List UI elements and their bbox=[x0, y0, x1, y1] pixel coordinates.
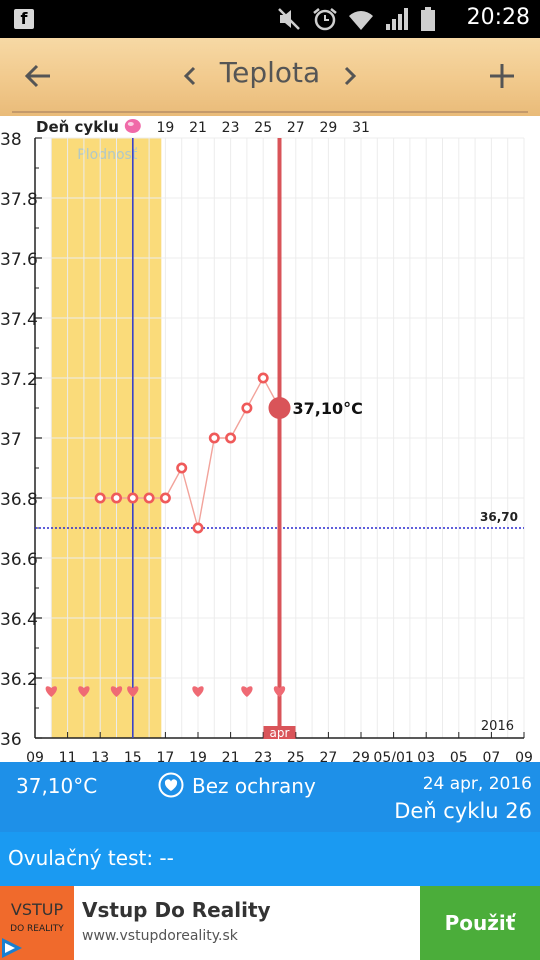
period-icon-highlight bbox=[127, 122, 134, 126]
x-tick-label: 13 bbox=[91, 750, 109, 762]
x-tick-label: 09 bbox=[26, 750, 44, 762]
x-tick-label: 07 bbox=[482, 750, 500, 762]
x-tick-label: 29 bbox=[352, 750, 370, 762]
selected-temperature-point bbox=[268, 397, 291, 419]
next-chevron-icon[interactable] bbox=[340, 60, 360, 92]
back-arrow-icon[interactable] bbox=[22, 60, 54, 92]
x-tick-label: 09 bbox=[515, 750, 533, 762]
x-tick-label: 11 bbox=[59, 750, 77, 762]
status-bar: f 20:28 bbox=[0, 0, 540, 38]
use-button[interactable]: Použiť bbox=[420, 886, 540, 960]
y-tick-label: 36.4 bbox=[0, 610, 38, 630]
x-tick-label: 05/01 bbox=[373, 750, 413, 762]
add-icon[interactable] bbox=[486, 60, 518, 92]
temperature-point bbox=[208, 432, 220, 444]
alarm-icon bbox=[313, 8, 337, 31]
y-tick-label: 37.4 bbox=[0, 310, 38, 330]
top-axis-label: 25 bbox=[254, 120, 272, 136]
temperature-point bbox=[176, 462, 188, 474]
x-tick-label: 23 bbox=[254, 750, 272, 762]
page-title: Teplota bbox=[219, 56, 321, 89]
ad-title[interactable]: Vstup Do Reality bbox=[82, 898, 271, 922]
battery-icon bbox=[421, 7, 435, 31]
temperature-chart[interactable]: Plodnosť 38 37.8 37.6 37.4 37.2 37 36.8 36.6 36.4… bbox=[0, 116, 540, 762]
intercourse-heart-icon bbox=[241, 686, 253, 697]
temperature-point bbox=[192, 522, 204, 534]
y-tick-label: 37 bbox=[0, 430, 22, 450]
y-tick-label: 36 bbox=[0, 730, 22, 750]
temperature-point bbox=[257, 372, 269, 384]
ad-logo-line1: VSTUP bbox=[10, 900, 64, 919]
mute-icon bbox=[278, 8, 300, 30]
y-tick-label: 36.2 bbox=[0, 670, 38, 690]
temperature-point bbox=[94, 492, 106, 504]
selected-temperature-label: 37,10°C bbox=[293, 399, 363, 418]
cycle-day-header: Deň cyklu bbox=[36, 118, 119, 136]
y-tick-label: 37.2 bbox=[0, 370, 38, 390]
temperature-point bbox=[127, 492, 139, 504]
temperature-point bbox=[159, 492, 171, 504]
heart-circle-icon bbox=[158, 772, 184, 798]
clock: 20:28 bbox=[466, 5, 530, 30]
today-badge bbox=[263, 726, 296, 739]
x-tick-label: 03 bbox=[417, 750, 435, 762]
top-axis-label: 21 bbox=[189, 120, 207, 136]
selected-temperature: 37,10°C bbox=[16, 774, 98, 798]
ad-banner[interactable]: VSTUP DO REALITY Vstup Do Reality www.vs… bbox=[0, 886, 540, 960]
toolbar: Teplota bbox=[0, 38, 540, 116]
wifi-icon bbox=[349, 11, 373, 30]
y-tick-label: 37.6 bbox=[0, 250, 38, 270]
period-icon bbox=[124, 119, 141, 133]
ad-url[interactable]: www.vstupdoreality.sk bbox=[82, 928, 238, 944]
top-axis-label: 29 bbox=[319, 120, 337, 136]
intercourse-heart-icon bbox=[110, 686, 123, 697]
x-tick-label: 25 bbox=[287, 750, 305, 762]
intercourse-heart-icon bbox=[127, 686, 139, 697]
play-icon bbox=[2, 938, 22, 958]
previous-chevron-icon[interactable] bbox=[180, 60, 200, 92]
fertile-label: Plodnosť bbox=[77, 147, 138, 163]
ad-logo-line2: DO REALITY bbox=[10, 924, 64, 934]
intercourse-heart-icon bbox=[45, 686, 57, 697]
signal-icon bbox=[386, 8, 408, 30]
y-tick-label: 38 bbox=[0, 130, 22, 150]
y-tick-label: 36.6 bbox=[0, 550, 38, 570]
facebook-icon: f bbox=[14, 9, 34, 29]
x-tick-label: 27 bbox=[319, 750, 337, 762]
top-axis-label: 31 bbox=[352, 120, 370, 136]
ovulation-test-label: Ovulačný test: -- bbox=[8, 846, 174, 870]
temperature-point bbox=[143, 492, 155, 504]
top-axis-label: 19 bbox=[156, 120, 174, 136]
chart-svg[interactable]: Plodnosť 38 37.8 37.6 37.4 37.2 37 36.8 36.6 36.4… bbox=[0, 116, 540, 762]
temperature-point bbox=[241, 402, 253, 414]
intercourse-heart-icon bbox=[78, 686, 90, 697]
protection-status: Bez ochrany bbox=[192, 774, 316, 798]
toolbar-divider bbox=[12, 111, 528, 113]
today-label: apr bbox=[270, 726, 290, 740]
x-tick-label: 21 bbox=[222, 750, 240, 762]
info-bar: 37,10°C Bez ochrany 24 apr, 2016 Deň cyk… bbox=[0, 762, 540, 832]
intercourse-heart-icon bbox=[273, 686, 286, 697]
y-tick-label: 36.8 bbox=[0, 490, 38, 510]
x-tick-label: 05 bbox=[450, 750, 468, 762]
x-tick-label: 15 bbox=[124, 750, 142, 762]
intercourse-heart-icon bbox=[192, 686, 204, 697]
temperature-point bbox=[111, 492, 123, 504]
x-tick-label: 19 bbox=[189, 750, 207, 762]
cycle-day: Deň cyklu 26 bbox=[394, 799, 532, 823]
temperature-point bbox=[225, 432, 237, 444]
year-label: 2016 bbox=[481, 719, 514, 734]
selected-date: 24 apr, 2016 bbox=[422, 774, 532, 794]
ad-logo[interactable]: VSTUP DO REALITY bbox=[0, 886, 74, 960]
ovulation-test-bar[interactable]: Ovulačný test: -- bbox=[0, 832, 540, 886]
top-axis-label: 27 bbox=[287, 120, 305, 136]
top-axis-label: 23 bbox=[222, 120, 240, 136]
y-tick-label: 37.8 bbox=[0, 190, 38, 210]
x-tick-label: 17 bbox=[156, 750, 174, 762]
coverline-label: 36,70 bbox=[480, 510, 518, 524]
